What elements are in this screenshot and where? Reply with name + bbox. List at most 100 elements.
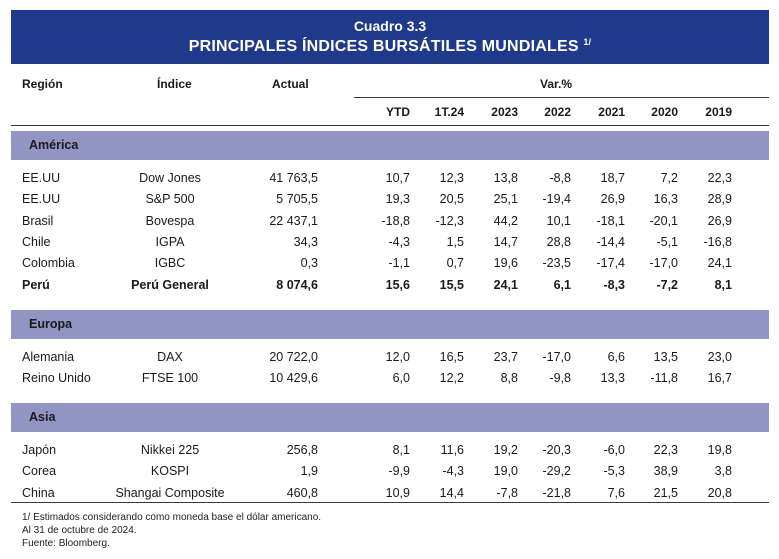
- variation-underline: [354, 97, 769, 98]
- cell-variation: -4,3: [442, 464, 464, 479]
- cell-variation: 7,6: [607, 485, 625, 500]
- table-title-text: PRINCIPALES ÍNDICES BURSÁTILES MUNDIALES: [188, 38, 579, 55]
- cell-variation: 19,6: [493, 256, 518, 271]
- cell-actual: 256,8: [286, 443, 318, 457]
- cell-variation: 26,9: [600, 192, 625, 207]
- cell-variation: -21,8: [542, 485, 572, 500]
- cell-variation: -8,8: [549, 171, 571, 185]
- period-header: 2020: [651, 105, 678, 119]
- cell-variation: 15,6: [385, 277, 410, 292]
- table-row: Chile IGPA 34,3 -4,3 1,5 14,7 28,8 -14,4 -5,1 -16…: [0, 232, 779, 253]
- cell-actual: 41 763,5: [269, 171, 318, 185]
- table-title-band: Cuadro 3.3 PRINCIPALES ÍNDICES BURSÁTILE…: [11, 10, 769, 64]
- cell-variation: -14,4: [596, 234, 626, 249]
- cell-variation: -17,0: [542, 350, 572, 364]
- cell-index: IGBC: [154, 256, 186, 271]
- section-label: América: [29, 138, 79, 152]
- section-band: Asia: [11, 403, 769, 432]
- cell-variation: 22,3: [653, 443, 678, 457]
- cell-variation: 13,5: [653, 350, 678, 364]
- cell-index: FTSE 100: [141, 371, 199, 386]
- table-row: Perú Perú General 8 074,6 15,6 15,5 24,1 6,1 -8…: [0, 275, 779, 296]
- cell-actual: 34,3: [293, 234, 318, 249]
- table-row: Colombia IGBC 0,3 -1,1 0,7 19,6 -23,5 -17,4 -17,…: [0, 253, 779, 274]
- cell-variation: 3,8: [714, 464, 732, 479]
- table-row: Reino Unido FTSE 100 10 429,6 6,0 12,2 8,8 -9,…: [0, 368, 779, 389]
- period-header: 2022: [544, 105, 571, 119]
- cell-actual: 20 722,0: [269, 350, 318, 364]
- header-actual: Actual: [272, 77, 309, 91]
- cell-region: Corea: [22, 464, 57, 479]
- footnote-1: 1/ Estimados considerando como moneda ba…: [22, 512, 322, 523]
- cell-variation: -7,8: [496, 485, 518, 500]
- cell-region: Perú: [22, 277, 50, 292]
- cell-variation: 25,1: [493, 192, 518, 207]
- table-row: EE.UU Dow Jones 41 763,5 10,7 12,3 13,8 -8,8 18…: [0, 168, 779, 189]
- cell-variation: 24,1: [493, 277, 518, 292]
- cell-actual: 22 437,1: [269, 213, 318, 228]
- cell-variation: 20,5: [439, 192, 464, 207]
- cell-index: Perú General: [131, 277, 209, 292]
- header-index: Índice: [157, 77, 192, 91]
- section-label: Asia: [29, 410, 56, 424]
- period-header: 2023: [491, 105, 518, 119]
- cell-variation: 22,3: [707, 171, 732, 185]
- cell-variation: -20,1: [649, 213, 679, 228]
- table-row: Corea KOSPI 1,9 -9,9 -4,3 19,0 -29,2 -5,3 38,9 3,…: [0, 461, 779, 482]
- cell-variation: 23,0: [707, 350, 732, 364]
- cell-variation: -23,5: [542, 256, 572, 271]
- cell-region: EE.UU: [22, 192, 61, 207]
- cell-variation: 38,9: [653, 464, 678, 479]
- cell-actual: 1,9: [300, 464, 318, 479]
- cell-variation: 19,3: [385, 192, 410, 207]
- cell-region: Alemania: [22, 350, 75, 364]
- period-header: YTD: [386, 105, 410, 119]
- cell-variation: 12,2: [439, 371, 464, 386]
- cell-variation: 6,6: [607, 350, 625, 364]
- cell-variation: 10,7: [385, 171, 410, 185]
- cell-variation: 44,2: [493, 213, 518, 228]
- cell-actual: 5 705,5: [276, 192, 318, 207]
- cell-region: Brasil: [22, 213, 54, 228]
- period-header: 1T.24: [434, 105, 464, 119]
- table-bottom-rule: [11, 502, 769, 503]
- cell-actual: 0,3: [300, 256, 318, 271]
- cell-index: DAX: [157, 350, 183, 364]
- section-label: Europa: [29, 317, 73, 331]
- cell-variation: -17,4: [596, 256, 626, 271]
- cell-variation: 10,1: [546, 213, 571, 228]
- cell-variation: 18,7: [600, 171, 625, 185]
- cell-variation: 6,1: [553, 277, 571, 292]
- cell-variation: -17,0: [649, 256, 679, 271]
- cell-actual: 10 429,6: [269, 371, 318, 386]
- cell-variation: -16,8: [703, 234, 733, 249]
- cell-variation: -9,9: [388, 464, 410, 479]
- cell-actual: 8 074,6: [276, 277, 318, 292]
- cell-variation: 8,8: [500, 371, 518, 386]
- cell-variation: 14,7: [493, 234, 518, 249]
- cell-variation: 26,9: [707, 213, 732, 228]
- footnote-2: Al 31 de octubre de 2024.: [22, 525, 137, 536]
- cell-variation: 7,2: [660, 171, 678, 185]
- cell-variation: 19,2: [493, 443, 518, 457]
- cell-variation: 28,8: [546, 234, 571, 249]
- footnote-mark: 1/: [583, 37, 592, 47]
- cell-variation: 19,8: [707, 443, 732, 457]
- table-row: Brasil Bovespa 22 437,1 -18,8 -12,3 44,2 10,1 -…: [0, 211, 779, 232]
- cell-variation: 15,5: [439, 277, 464, 292]
- cell-variation: 12,3: [439, 171, 464, 185]
- cell-variation: 21,5: [653, 485, 678, 500]
- cell-region: EE.UU: [22, 171, 61, 185]
- cell-index: KOSPI: [150, 464, 190, 479]
- cell-variation: -19,4: [542, 192, 572, 207]
- cell-variation: -9,8: [549, 371, 571, 386]
- cell-index: Nikkei 225: [140, 443, 200, 457]
- cell-variation: 12,0: [385, 350, 410, 364]
- cell-variation: 1,5: [446, 234, 464, 249]
- table-row: EE.UU S&P 500 5 705,5 19,3 20,5 25,1 -19,4 26,9…: [0, 189, 779, 210]
- cell-variation: 13,3: [600, 371, 625, 386]
- header-region: Región: [22, 77, 63, 91]
- cell-index: Bovespa: [145, 213, 195, 228]
- footnote-source: Fuente: Bloomberg.: [22, 538, 110, 549]
- cell-variation: -4,3: [388, 234, 410, 249]
